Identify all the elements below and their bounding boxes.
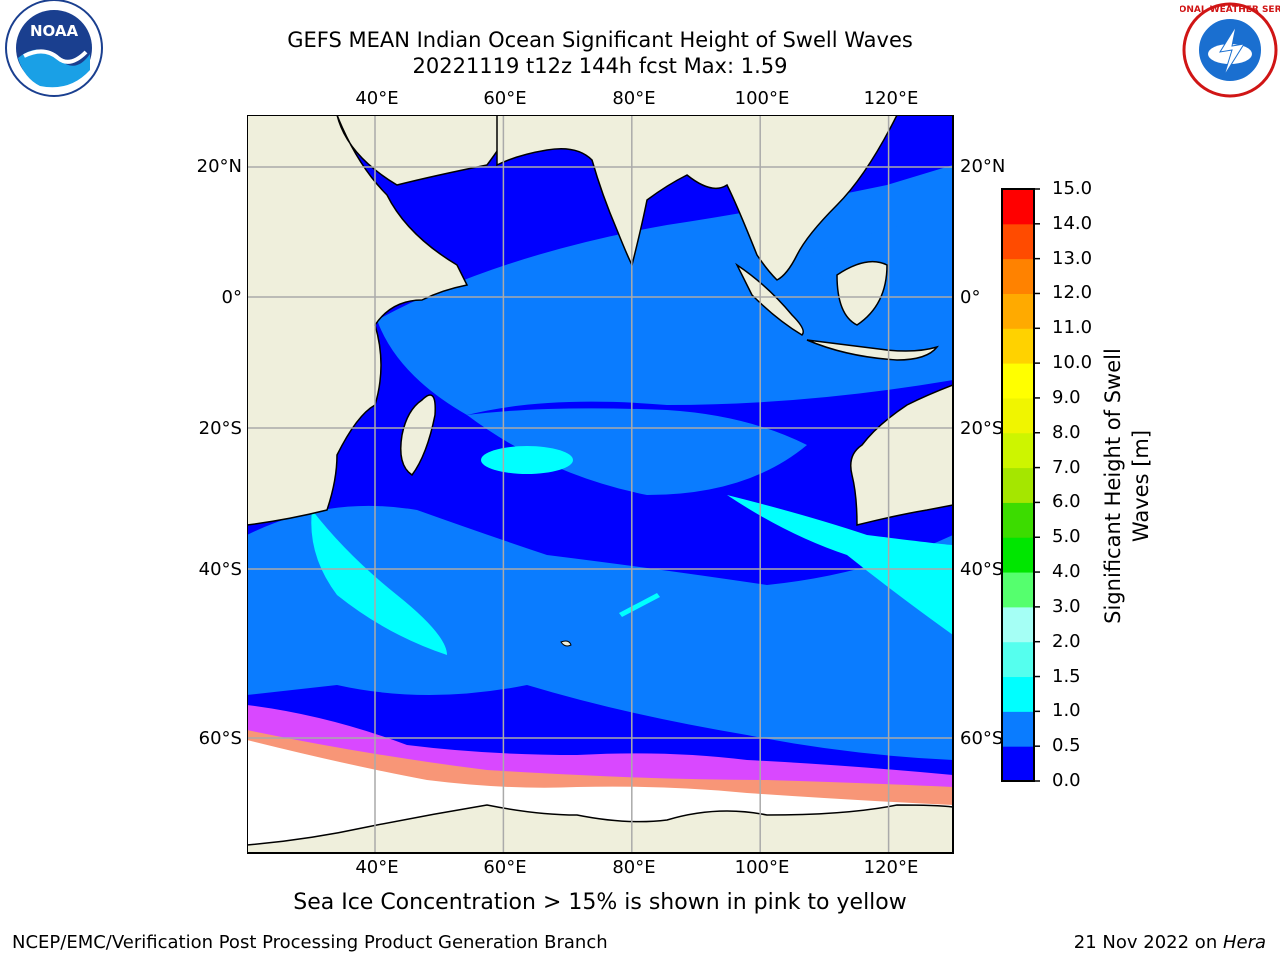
colorbar-segment — [1002, 328, 1034, 364]
lat-tick-right: 20°N — [960, 156, 1006, 177]
colorbar-segment — [1002, 606, 1034, 643]
colorbar-tick-label: 7.0 — [1052, 456, 1081, 478]
land-australia — [850, 384, 953, 526]
lon-tick-top: 40°E — [355, 88, 399, 109]
colorbar-tick-label: 2.0 — [1052, 630, 1081, 652]
colorbar-segment — [1002, 189, 1034, 225]
footer-date: 21 Nov 2022 on Hera — [1074, 932, 1266, 953]
lon-tick-bottom: 120°E — [863, 857, 919, 878]
colorbar-segment — [1002, 641, 1034, 678]
colorbar-tick-label: 10.0 — [1052, 352, 1093, 374]
lon-tick-bottom: 40°E — [355, 857, 399, 878]
colorbar — [1001, 188, 1040, 782]
noaa-logo-text: NOAA — [30, 22, 79, 40]
noaa-logo-icon: NOAA — [5, 0, 103, 97]
colorbar-segment — [1002, 467, 1034, 503]
map-gridlines — [247, 115, 953, 853]
colorbar-segment — [1002, 537, 1034, 573]
lat-tick-left: 40°S — [198, 559, 242, 580]
colorbar-segment — [1002, 676, 1034, 712]
lon-tick-top: 100°E — [734, 88, 790, 109]
land-sumatra — [735, 262, 804, 336]
colorbar-tick-label: 0.5 — [1052, 735, 1081, 757]
colorbar-segment — [1002, 502, 1034, 538]
colorbar-tick-label: 3.0 — [1052, 595, 1081, 617]
nws-logo-icon: NATIONAL WEATHER SERVICE — [1180, 2, 1280, 98]
lat-tick-right: 40°S — [960, 559, 1004, 580]
lat-tick-left: 20°N — [196, 156, 242, 177]
land-borneo — [836, 260, 888, 326]
colorbar-tick-label: 9.0 — [1052, 386, 1081, 408]
sea-ice-caption-text: Sea Ice Concentration > 15% is shown in … — [293, 890, 907, 915]
colorbar-segment — [1002, 432, 1034, 469]
colorbar-segment — [1002, 363, 1034, 399]
title-line-2: 20221119 t12z 144h fcst Max: 1.59 — [412, 54, 788, 78]
lon-tick-top: 120°E — [863, 88, 919, 109]
colorbar-frame — [1001, 188, 1035, 782]
colorbar-tick-label: 6.0 — [1052, 491, 1081, 513]
land-india-asia — [496, 115, 898, 281]
lon-tick-bottom: 60°E — [483, 857, 527, 878]
land-madagascar — [400, 394, 436, 477]
colorbar-tick-label: 13.0 — [1052, 247, 1093, 269]
colorbar-label-line-1: Significant Height of Swell — [1101, 348, 1125, 624]
lat-tick-left: 60°S — [198, 728, 242, 749]
lon-tick-top: 60°E — [483, 88, 527, 109]
colorbar-tick-label: 1.5 — [1052, 665, 1081, 687]
land-kerguelen — [560, 640, 572, 647]
colorbar-tick-label: 12.0 — [1052, 282, 1093, 304]
lon-tick-top: 80°E — [612, 88, 656, 109]
lat-tick-left: 0° — [221, 287, 242, 308]
lon-tick-bottom: 100°E — [734, 857, 790, 878]
colorbar-tick-label: 15.0 — [1052, 178, 1093, 199]
colorbar-tick-label: 14.0 — [1052, 212, 1093, 234]
colorbar-segment — [1002, 223, 1034, 260]
colorbar-segment — [1002, 711, 1034, 747]
ocean-map — [247, 115, 954, 854]
lat-tick-right: 60°S — [960, 728, 1004, 749]
footer-date-text: 21 Nov 2022 on — [1073, 932, 1223, 953]
colorbar-tick-label: 0.0 — [1052, 770, 1081, 791]
land-antarctica — [247, 804, 953, 853]
lat-tick-right: 0° — [960, 287, 981, 308]
colorbar-label: Significant Height of Swell Waves [m] — [1099, 296, 1159, 676]
title-line-1: GEFS MEAN Indian Ocean Significant Heigh… — [287, 28, 913, 52]
lon-tick-bottom: 80°E — [612, 857, 656, 878]
map-frame — [247, 115, 954, 854]
colorbar-segment — [1002, 258, 1034, 294]
land-java — [806, 339, 940, 361]
lat-tick-right: 20°S — [960, 418, 1004, 439]
colorbar-tick-label: 8.0 — [1052, 421, 1081, 443]
colorbar-segment — [1002, 293, 1034, 329]
footer-credit: NCEP/EMC/Verification Post Processing Pr… — [12, 932, 608, 953]
colorbar-label-line-2: Waves [m] — [1129, 429, 1153, 543]
colorbar-segment — [1002, 746, 1034, 782]
lat-tick-left: 20°S — [198, 418, 242, 439]
colorbar-segment — [1002, 572, 1034, 608]
colorbar-tick-label: 11.0 — [1052, 317, 1093, 339]
nws-logo-text: NATIONAL WEATHER SERVICE — [1180, 5, 1280, 15]
sea-ice-caption: Sea Ice Concentration > 15% is shown in … — [0, 890, 1280, 915]
colorbar-tick-label: 4.0 — [1052, 561, 1081, 583]
colorbar-segment — [1002, 397, 1034, 434]
colorbar-tick-label: 1.0 — [1052, 700, 1081, 722]
footer-host: Hera — [1222, 932, 1266, 953]
colorbar-tick-label: 5.0 — [1052, 526, 1081, 548]
